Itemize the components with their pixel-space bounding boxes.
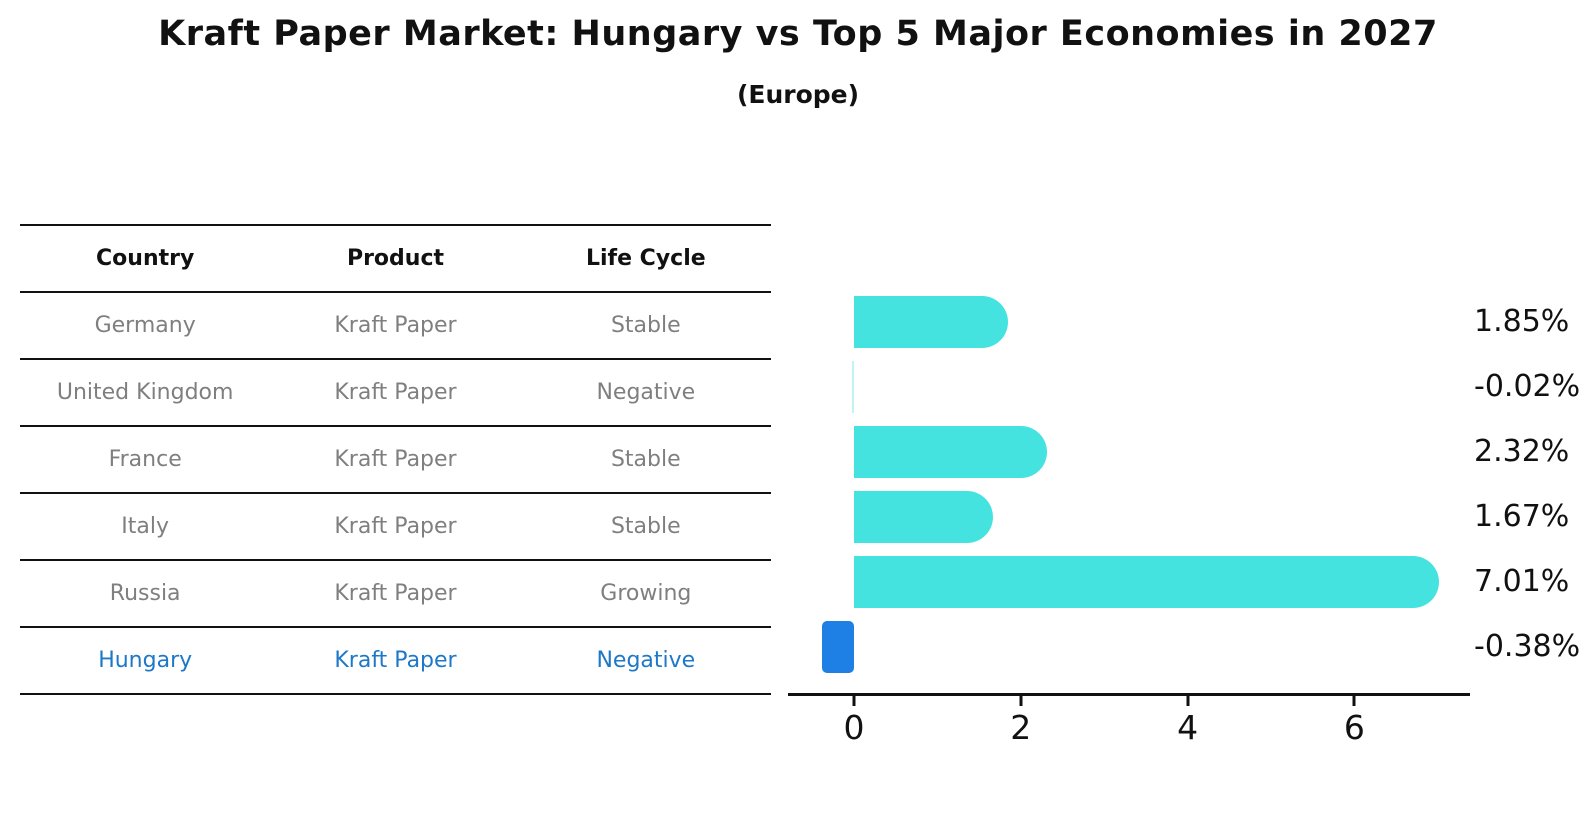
life-cycle-cell: Stable — [610, 514, 681, 539]
country-cell: United Kingdom — [56, 380, 234, 405]
bar-germany — [854, 295, 1009, 348]
column-header-country: Country — [96, 246, 195, 271]
x-axis-tick-6 — [1352, 695, 1356, 706]
country-cell: Hungary — [98, 648, 193, 673]
x-axis-tick-label-6: 6 — [1343, 708, 1365, 747]
x-axis-tick-label-2: 2 — [1010, 708, 1032, 747]
product-cell: Kraft Paper — [334, 648, 457, 673]
x-axis-tick-0 — [852, 695, 856, 706]
column-header-product: Product — [346, 246, 445, 271]
chart-title: Kraft Paper Market: Hungary vs Top 5 Maj… — [158, 14, 1438, 54]
x-axis-tick-label-0: 0 — [843, 708, 865, 747]
life-cycle-cell: Stable — [610, 313, 681, 338]
product-cell: Kraft Paper — [334, 313, 457, 338]
table-row-italy: Italy Kraft Paper Stable — [20, 494, 771, 561]
x-axis-line — [788, 693, 1470, 696]
product-cell: Kraft Paper — [334, 581, 457, 606]
bar-italy — [854, 490, 994, 543]
life-cycle-cell: Growing — [600, 581, 692, 606]
country-cell: Germany — [94, 313, 196, 338]
table-row-hungary: Hungary Kraft Paper Negative — [20, 628, 771, 695]
table-row-france: France Kraft Paper Stable — [20, 427, 771, 494]
value-label-united-kingdom: -0.02% — [1474, 368, 1581, 404]
table-header-row: Country Product Life Cycle — [20, 226, 771, 293]
column-header-life-cycle: Life Cycle — [585, 246, 706, 271]
value-label-russia: 7.01% — [1474, 563, 1570, 599]
x-axis-tick-label-4: 4 — [1177, 708, 1199, 747]
table-row-russia: Russia Kraft Paper Growing — [20, 561, 771, 628]
x-axis-tick-2 — [1019, 695, 1023, 706]
life-cycle-cell: Stable — [610, 447, 681, 472]
bar-france — [854, 425, 1048, 478]
value-label-germany: 1.85% — [1474, 303, 1570, 339]
bar-russia — [854, 555, 1439, 608]
country-cell: Russia — [109, 581, 181, 606]
comparison-table: Country Product Life Cycle Germany Kraft… — [20, 224, 771, 695]
x-axis-tick-4 — [1186, 695, 1190, 706]
product-cell: Kraft Paper — [334, 514, 457, 539]
product-cell: Kraft Paper — [334, 380, 457, 405]
table-row-united-kingdom: United Kingdom Kraft Paper Negative — [20, 360, 771, 427]
product-cell: Kraft Paper — [334, 447, 457, 472]
life-cycle-cell: Negative — [596, 648, 696, 673]
table-row-germany: Germany Kraft Paper Stable — [20, 293, 771, 360]
chart-subtitle: (Europe) — [736, 80, 860, 109]
value-label-hungary: -0.38% — [1474, 628, 1581, 664]
bar-hungary — [822, 620, 854, 673]
country-cell: France — [108, 447, 182, 472]
value-label-france: 2.32% — [1474, 433, 1570, 469]
country-cell: Italy — [121, 514, 170, 539]
value-label-italy: 1.67% — [1474, 498, 1570, 534]
life-cycle-cell: Negative — [596, 380, 696, 405]
bar-united-kingdom — [852, 360, 854, 413]
